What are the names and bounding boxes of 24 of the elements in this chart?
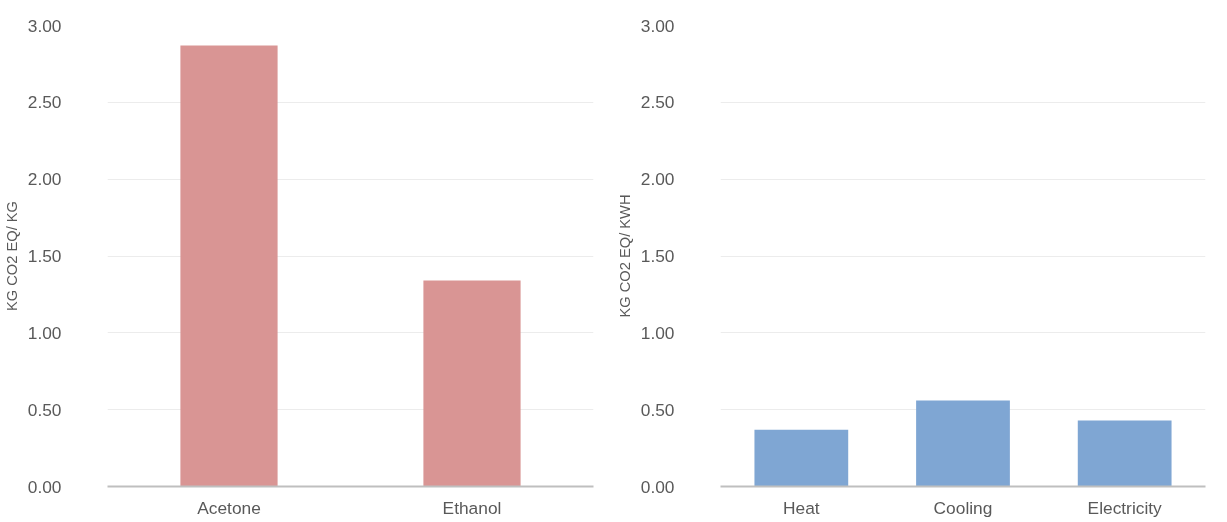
y-tick-label: 3.00 xyxy=(27,15,62,36)
y-tick-label: 1.00 xyxy=(640,322,675,343)
y-axis-title: KG CO2 EQ/ KG xyxy=(3,201,20,311)
y-tick-label: 1.50 xyxy=(640,246,675,266)
y-tick-label: 0.00 xyxy=(640,476,675,497)
y-tick-label: 1.50 xyxy=(27,246,62,266)
x-tick-label: Heat xyxy=(783,497,820,518)
y-tick-label: 0.50 xyxy=(27,399,62,420)
y-tick-label: 2.50 xyxy=(27,92,62,113)
bar xyxy=(1077,420,1172,487)
x-tick-label: Acetone xyxy=(197,497,261,518)
y-tick-label: 1.00 xyxy=(27,322,62,343)
y-tick-label: 0.00 xyxy=(27,476,62,497)
y-tick-label: 3.00 xyxy=(640,15,675,36)
x-tick-label: Cooling xyxy=(933,497,993,518)
bar xyxy=(754,429,849,487)
y-tick-label: 2.50 xyxy=(640,92,675,113)
y-tick-label: 0.50 xyxy=(640,399,675,420)
x-tick-label: Electricity xyxy=(1087,497,1163,518)
y-tick-label: 2.00 xyxy=(640,169,675,190)
y-tick-label: 2.00 xyxy=(27,169,62,190)
bar xyxy=(916,400,1010,487)
y-axis-title: KG CO2 EQ/ KWH xyxy=(616,194,633,318)
x-tick-label: Ethanol xyxy=(442,497,502,518)
